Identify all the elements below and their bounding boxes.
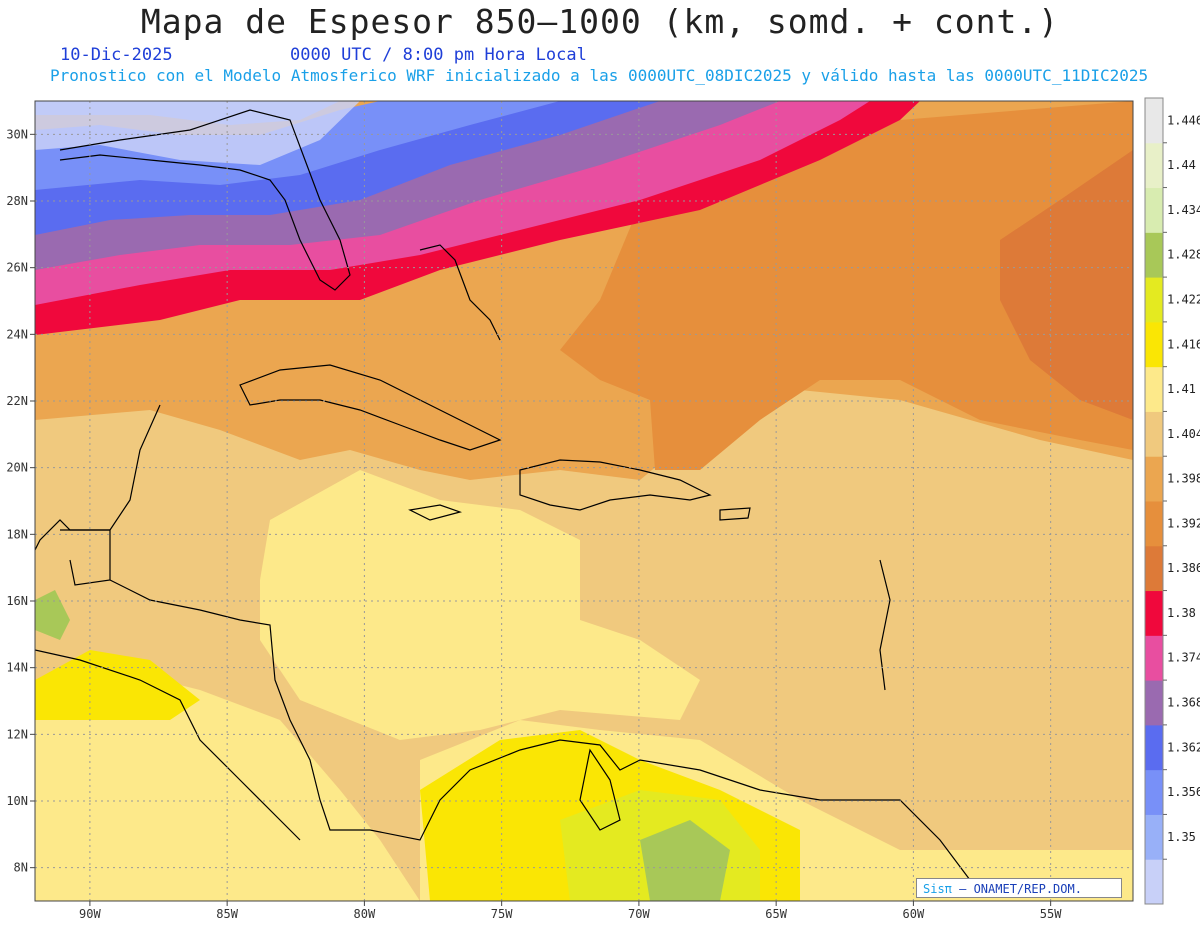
lat-tick-label: 28N [6, 194, 28, 208]
colorbar-swatch [1145, 98, 1163, 144]
colorbar-label: 1.374 [1167, 651, 1200, 665]
colorbar-swatch [1145, 635, 1163, 681]
colorbar-swatch [1145, 680, 1163, 726]
lat-tick-label: 20N [6, 461, 28, 475]
colorbar-swatch [1145, 232, 1163, 278]
colorbar-swatch [1145, 769, 1163, 815]
colorbar-label: 1.44 [1167, 158, 1196, 172]
colorbar-swatch [1145, 277, 1163, 323]
credit-box: Sisπ – ONAMET/REP.DOM. [916, 878, 1122, 898]
lon-tick-label: 80W [354, 907, 376, 921]
colorbar-label: 1.35 [1167, 830, 1196, 844]
colorbar-swatch [1145, 501, 1163, 547]
lon-tick-label: 60W [903, 907, 925, 921]
lon-tick-label: 85W [216, 907, 238, 921]
colorbar-swatch [1145, 724, 1163, 771]
valid-date: 10-Dic-2025 [60, 45, 173, 65]
colorbar-label: 1.434 [1167, 203, 1200, 217]
colorbar-label: 1.422 [1167, 293, 1200, 307]
lat-tick-label: 12N [6, 727, 28, 741]
lat-tick-label: 18N [6, 527, 28, 541]
model-info: Pronostico con el Modelo Atmosferico WRF… [50, 66, 1149, 85]
colorbar-label: 1.41 [1167, 382, 1196, 396]
colorbar-label: 1.38 [1167, 606, 1196, 620]
longitude-ticks: 90W 85W 80W 75W 70W 65W 60W 55W [79, 901, 1062, 921]
colorbar-swatch [1145, 411, 1163, 457]
colorbar-swatch [1145, 187, 1163, 233]
lon-tick-label: 55W [1040, 907, 1062, 921]
colorbar-swatch [1145, 321, 1163, 368]
colorbar-label: 1.356 [1167, 785, 1200, 799]
colorbar-swatch [1145, 859, 1163, 905]
colorbar-swatch [1145, 545, 1163, 592]
valid-time: 0000 UTC / 8:00 pm Hora Local [290, 45, 587, 65]
lat-tick-label: 24N [6, 327, 28, 341]
colorbar-swatch [1145, 366, 1163, 412]
colorbar-swatch [1145, 456, 1163, 502]
latitude-ticks: 30N 28N 26N 24N 22N 20N 18N 16N 14N 12N 10N 8N [6, 127, 35, 875]
colorbar-label: 1.368 [1167, 696, 1200, 710]
credit-text: – ONAMET/REP.DOM. [951, 882, 1082, 896]
lon-tick-label: 65W [765, 907, 787, 921]
colorbar-label: 1.362 [1167, 740, 1200, 754]
graticule [35, 101, 1133, 901]
lon-tick-label: 70W [628, 907, 650, 921]
lat-tick-label: 16N [6, 594, 28, 608]
colorbar-label: 1.392 [1167, 516, 1200, 530]
coastlines [35, 109, 971, 881]
lat-tick-label: 30N [6, 127, 28, 141]
colorbar-label: 1.416 [1167, 337, 1200, 351]
colorbar-label: 1.428 [1167, 248, 1200, 262]
map-frame [34, 100, 1134, 902]
colorbar-swatch [1145, 814, 1163, 860]
colorbar-label: 1.386 [1167, 561, 1200, 575]
lat-tick-label: 26N [6, 261, 28, 275]
lon-tick-label: 75W [491, 907, 513, 921]
colorbar: 1.35 1.356 1.362 1.368 1.374 1.38 1.386 1.392 1.… [1144, 97, 1200, 905]
colorbar-label: 1.398 [1167, 472, 1200, 486]
sispi-logo: Sisπ [923, 882, 952, 896]
colorbar-swatch [1145, 590, 1163, 636]
lon-tick-label: 90W [79, 907, 101, 921]
lat-tick-label: 10N [6, 794, 28, 808]
colorbar-swatch [1145, 142, 1163, 189]
colorbar-label: 1.446 [1167, 113, 1200, 127]
colorbar-label: 1.404 [1167, 427, 1200, 441]
map-fill [35, 101, 1133, 901]
lat-tick-label: 14N [6, 661, 28, 675]
lat-tick-label: 22N [6, 394, 28, 408]
lat-tick-label: 8N [14, 861, 28, 875]
map-title: Mapa de Espesor 850—1000 (km, somd. + co… [140, 2, 1060, 41]
